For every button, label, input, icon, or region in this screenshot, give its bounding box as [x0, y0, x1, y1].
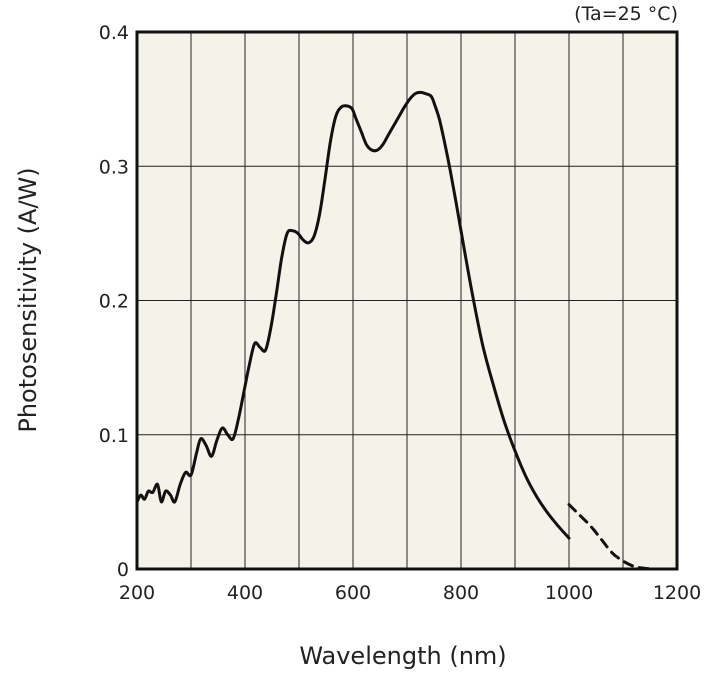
y-axis-label: Photosensitivity (A/W) [14, 167, 42, 432]
x-tick-label: 400 [227, 582, 263, 604]
x-tick-label: 1000 [545, 582, 593, 604]
y-tick-label: 0.1 [99, 425, 129, 447]
x-tick-label: 1200 [653, 582, 701, 604]
y-tick-label: 0.2 [99, 291, 129, 313]
plot-frame [135, 30, 679, 571]
x-axis-label: Wavelength (nm) [299, 642, 506, 670]
series-line-photosensitivity [135, 90, 571, 540]
x-axis-ticks: 200 400 600 800 1000 1200 [119, 582, 701, 604]
grid [137, 32, 677, 569]
y-tick-label: 0.4 [99, 22, 129, 44]
x-tick-label: 800 [443, 582, 479, 604]
series-layer [135, 90, 668, 571]
y-tick-label: 0.3 [99, 156, 129, 178]
y-axis-ticks: 0 0.1 0.2 0.3 0.4 [99, 22, 129, 581]
temperature-annotation: (Ta=25 °C) [574, 3, 678, 25]
series-line-extrapolated [567, 503, 668, 571]
y-tick-label: 0 [117, 559, 129, 581]
x-tick-label: 200 [119, 582, 155, 604]
x-tick-label: 600 [335, 582, 371, 604]
